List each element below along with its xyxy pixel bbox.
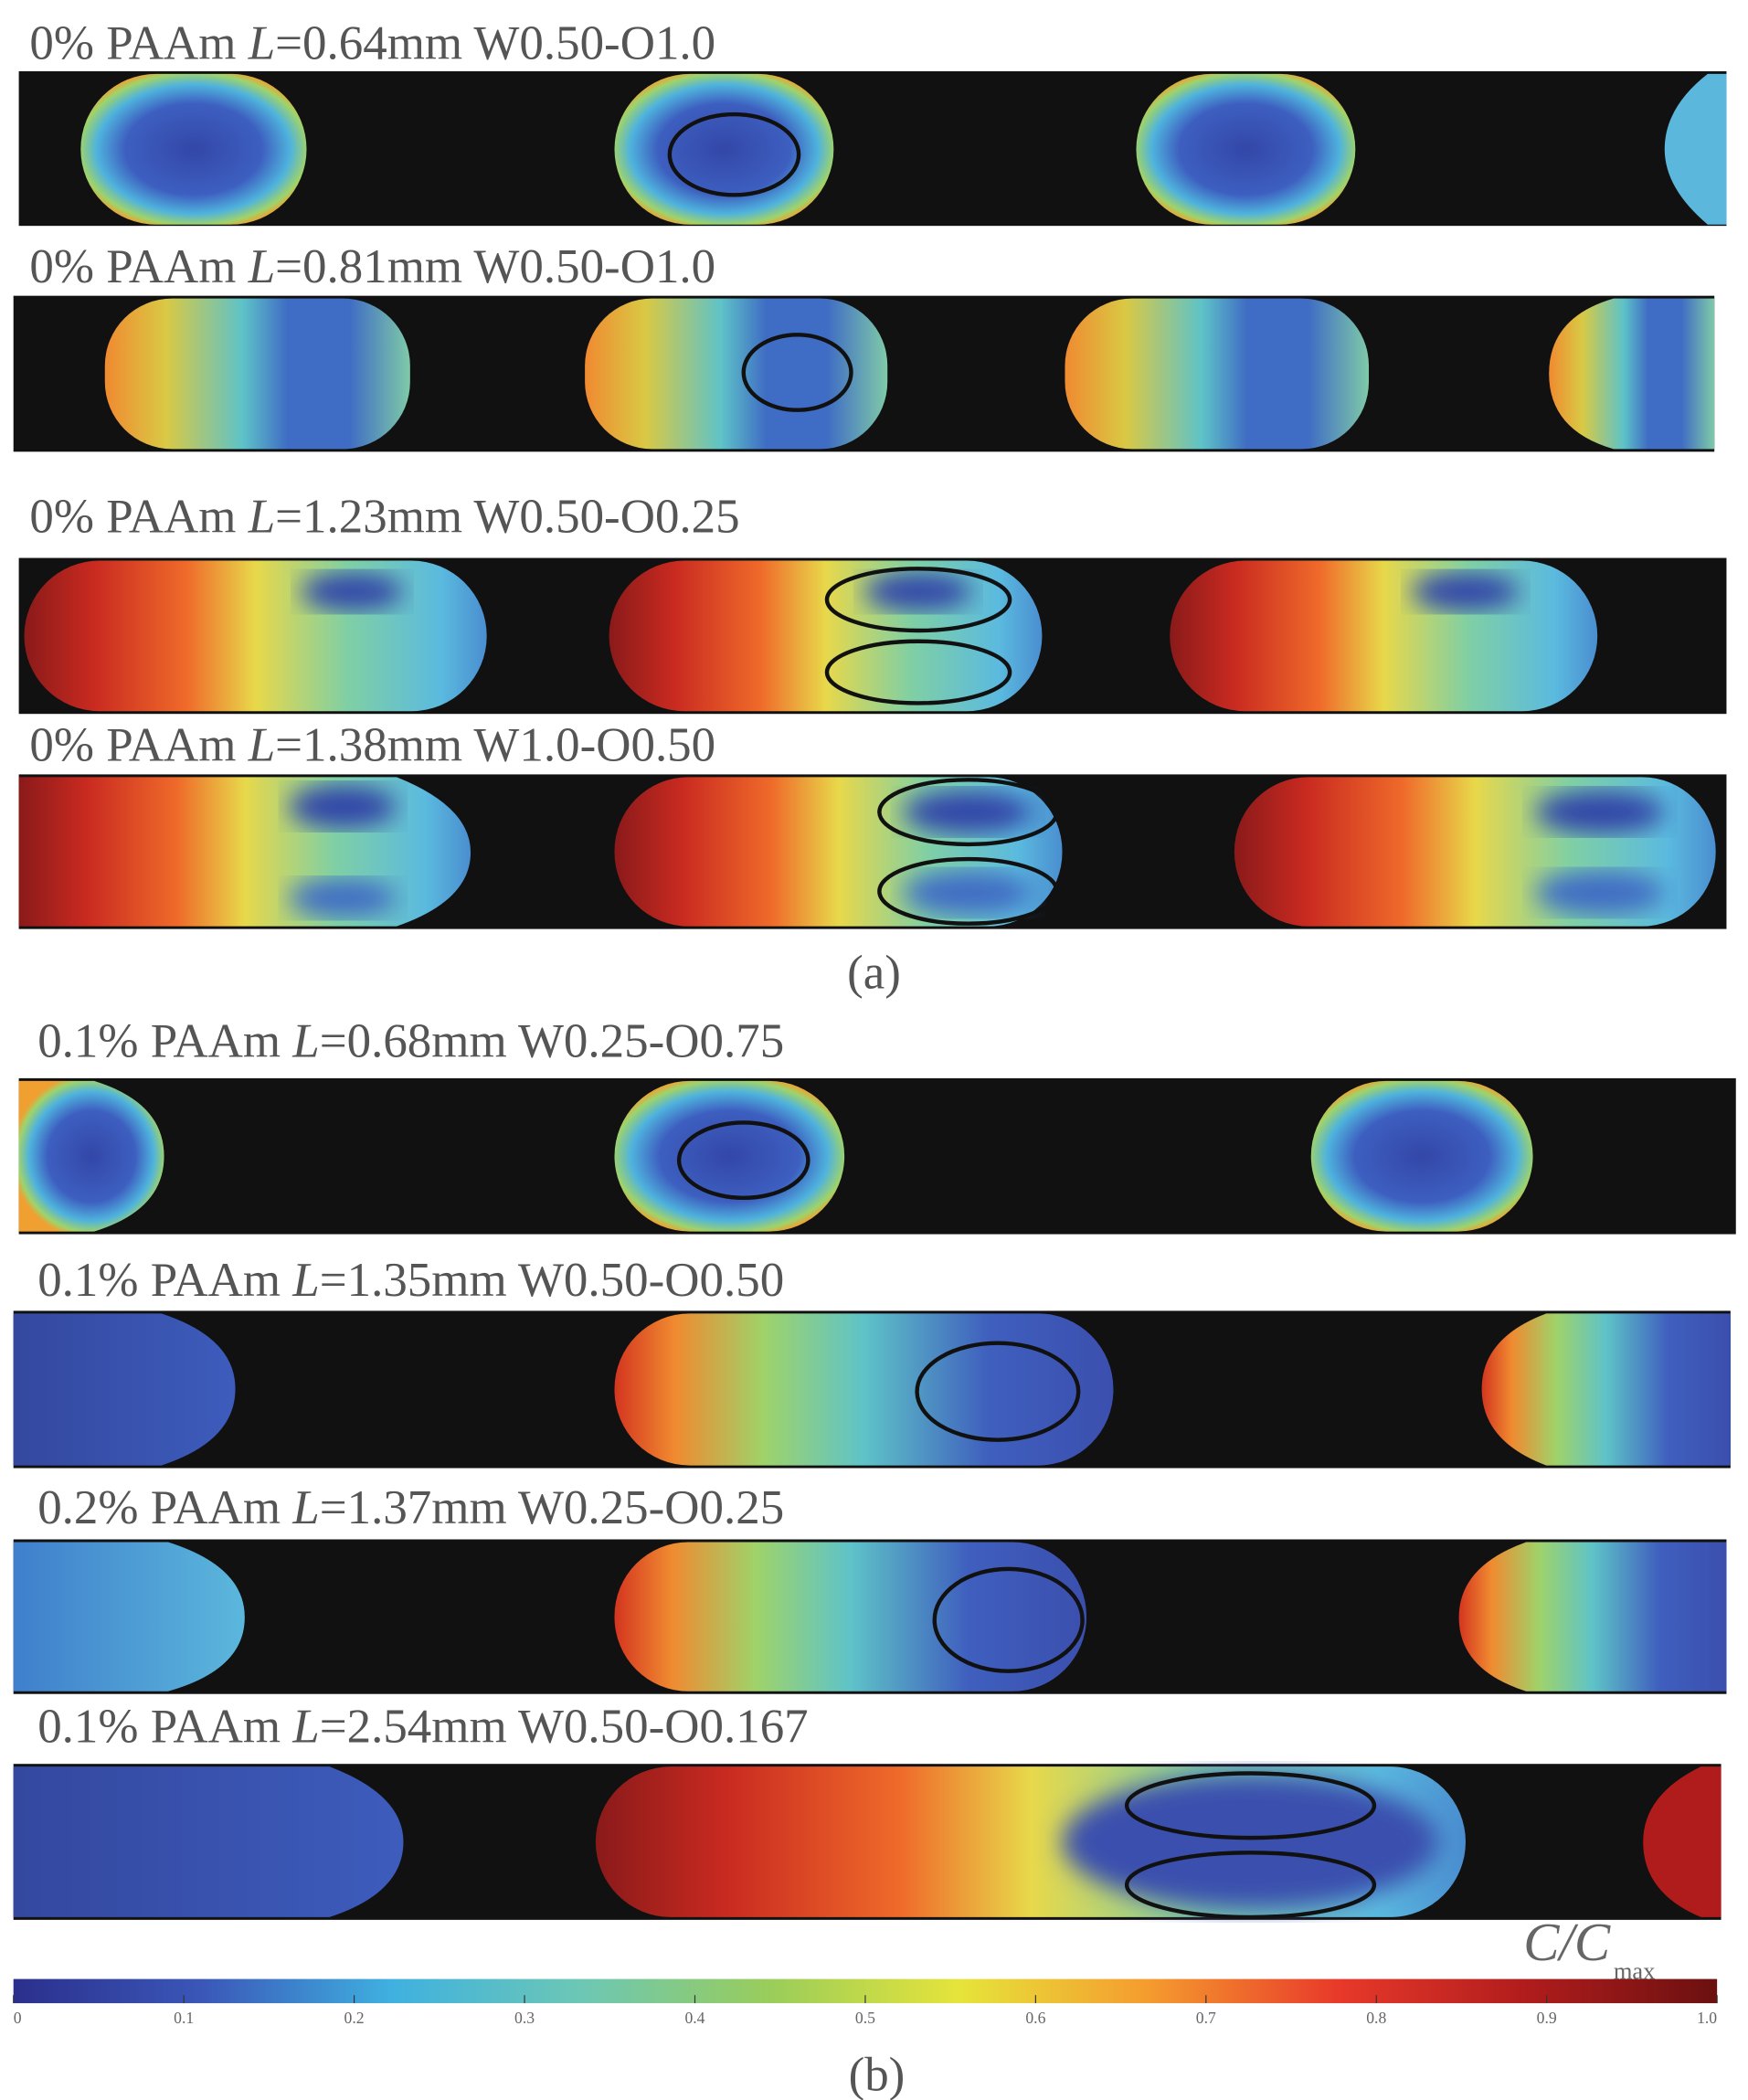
channel-image-2 [13, 295, 1715, 452]
highlight-ellipse [676, 1120, 810, 1201]
panel-title-5: 0.1% PAAm L=0.68mm W0.25-O0.75 [37, 1014, 784, 1067]
droplet [1136, 73, 1356, 225]
droplet [614, 73, 834, 225]
highlight-ellipse [824, 567, 1012, 633]
caption-a: (a) [847, 946, 901, 999]
colorbar-ticks: 0 0.1 0.2 0.3 0.4 0.5 0.6 0.7 0.8 0.9 1.0 [13, 1995, 1718, 2027]
droplet [13, 1766, 404, 1917]
colorbar-tick-label: 0.3 [514, 2009, 535, 2027]
droplet [614, 1313, 1114, 1466]
colorbar-tick-label: 0.4 [684, 2009, 704, 2027]
droplet [614, 1542, 1087, 1692]
droplet [1664, 73, 1727, 225]
highlight-ellipse [915, 1341, 1081, 1442]
colorbar: C/C max 0 0.1 0.2 0.3 0.4 0.5 0.6 0.7 0.8 0.9 1.0 [13, 1913, 1718, 2027]
droplet [614, 1080, 845, 1232]
colorbar-tick-label: 0.9 [1537, 2009, 1557, 2027]
channel-image-5 [18, 1077, 1736, 1235]
droplet [1643, 1766, 1722, 1917]
channel-image-3 [18, 557, 1727, 715]
channel-image-8 [13, 1764, 1722, 1920]
channel-image-4 [18, 774, 1727, 929]
highlight-ellipse [741, 333, 853, 412]
droplet [13, 1313, 236, 1466]
colorbar-tick-label: 0.5 [855, 2009, 875, 2027]
highlight-ellipse [877, 856, 1059, 926]
channel-image-6 [13, 1310, 1731, 1469]
colorbar-tick-label: 0.8 [1366, 2009, 1386, 2027]
colorbar-tick-label: 0.7 [1196, 2009, 1216, 2027]
highlight-ellipse [824, 639, 1012, 705]
highlight-ellipse [1124, 1851, 1377, 1920]
droplet [13, 1542, 245, 1692]
highlight-ellipse [877, 778, 1059, 847]
channel-image-7 [13, 1539, 1727, 1694]
highlight-ellipse [932, 1566, 1085, 1673]
colorbar-tick-label: 0.6 [1025, 2009, 1045, 2027]
highlight-ellipse [667, 111, 801, 197]
droplet [609, 560, 1043, 712]
panel-title-8: 0.1% PAAm L=2.54mm W0.50-O0.167 [37, 1701, 808, 1754]
droplet [1458, 1542, 1727, 1692]
droplet [104, 298, 410, 450]
droplet [1065, 298, 1370, 450]
panel-title-1: 0% PAAm L=0.64mm W0.50-O1.0 [29, 17, 715, 70]
droplet [1170, 560, 1598, 712]
colorbar-label: C/C [1523, 1913, 1611, 1972]
panel-title-7: 0.2% PAAm L=1.37mm W0.25-O0.25 [37, 1481, 784, 1534]
colorbar-tick-label: 0.2 [344, 2009, 365, 2027]
colorbar-tick-label: 0.1 [174, 2009, 194, 2027]
panel-title-4: 0% PAAm L=1.38mm W1.0-O0.50 [29, 719, 715, 772]
droplet [1481, 1313, 1731, 1466]
highlight-ellipse [1124, 1771, 1377, 1840]
colorbar-tick-label: 0 [14, 2009, 22, 2027]
panel-title-2: 0% PAAm L=0.81mm W0.50-O1.0 [29, 240, 715, 293]
panel-title-6: 0.1% PAAm L=1.35mm W0.50-O0.50 [37, 1254, 784, 1307]
droplet [1310, 1080, 1533, 1232]
droplet [1549, 298, 1715, 450]
droplet [24, 560, 487, 712]
panel-title-3: 0% PAAm L=1.23mm W0.50-O0.25 [29, 491, 739, 544]
droplet [80, 73, 307, 225]
droplet [18, 1080, 164, 1232]
channel-image-1 [18, 70, 1727, 227]
droplet [585, 298, 888, 450]
colorbar-tick-label: 1.0 [1697, 2009, 1717, 2027]
caption-b: (b) [849, 2049, 906, 2100]
panel-titles: 0% PAAm L=0.64mm W0.50-O1.0 0% PAAm L=0.… [29, 17, 808, 1754]
droplet [18, 777, 471, 927]
